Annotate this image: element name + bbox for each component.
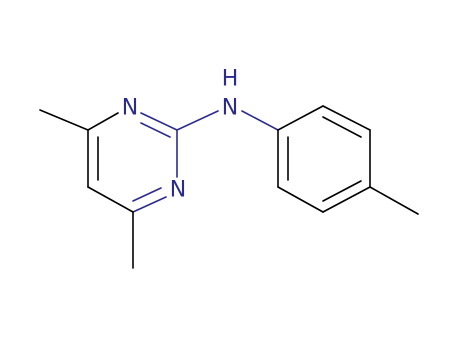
bond xyxy=(322,116,362,138)
bond xyxy=(176,110,219,131)
bond xyxy=(140,122,171,138)
bond xyxy=(132,187,162,202)
bond xyxy=(87,112,119,131)
bonds xyxy=(39,105,419,269)
bond xyxy=(277,186,324,213)
bond xyxy=(132,196,167,213)
bond xyxy=(369,186,419,215)
bond xyxy=(322,105,371,131)
atom-label: N xyxy=(122,96,138,121)
bond xyxy=(39,109,89,131)
atom-label: N xyxy=(170,178,186,203)
bond xyxy=(322,180,362,202)
bond xyxy=(322,186,371,213)
bond xyxy=(87,186,134,213)
bond xyxy=(277,105,324,131)
bond xyxy=(241,110,279,131)
atom-label: H xyxy=(222,67,239,92)
atom-label: N xyxy=(222,96,238,121)
bond xyxy=(140,112,178,131)
